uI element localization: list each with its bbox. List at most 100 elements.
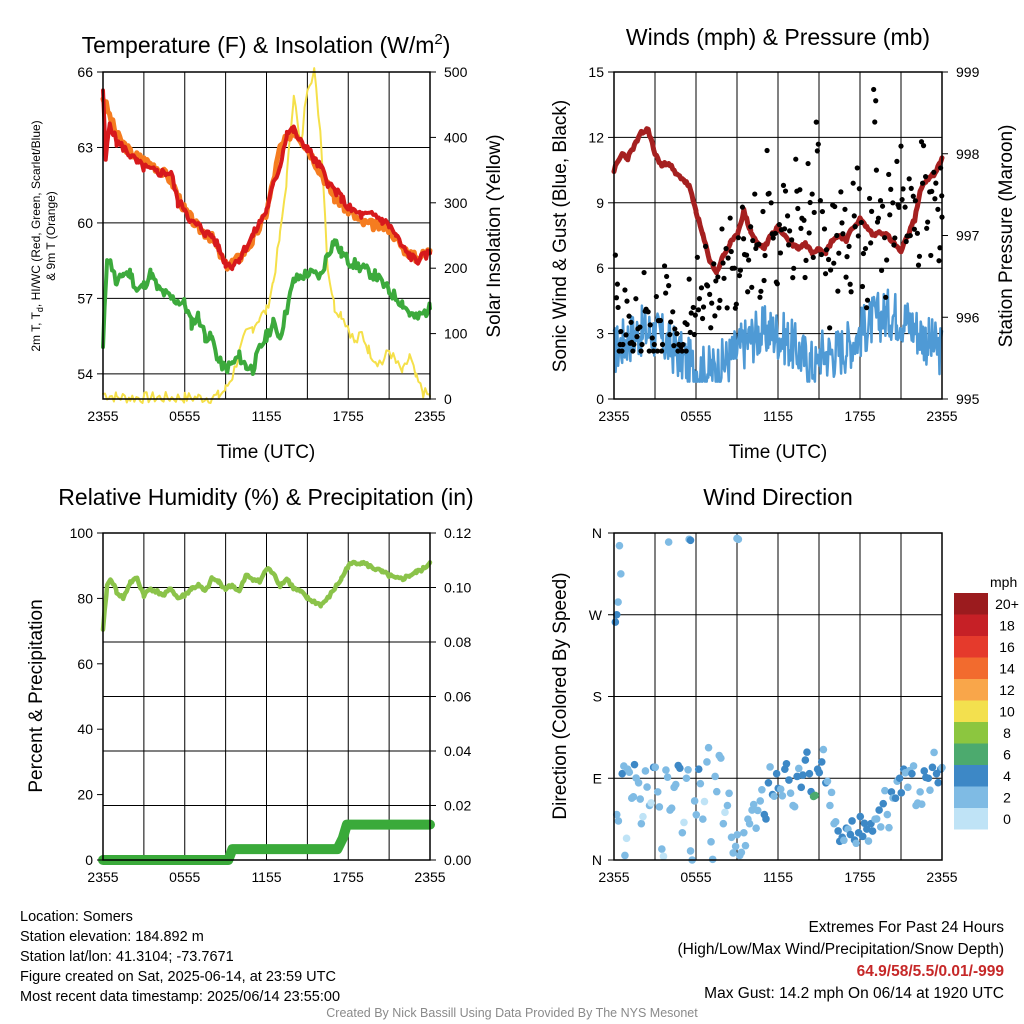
direction-point [753, 806, 762, 815]
gust-point [724, 305, 730, 311]
gust-point [802, 274, 808, 281]
direction-point [727, 833, 736, 842]
direction-point [909, 762, 918, 770]
gust-point [890, 200, 896, 206]
direction-point [823, 777, 832, 786]
gust-point [694, 254, 700, 260]
direction-point [858, 832, 867, 841]
direction-point [790, 802, 799, 811]
y2-tick-label: 999 [956, 64, 980, 80]
gust-point [623, 332, 629, 338]
gust-point [879, 203, 886, 209]
gust-point [789, 237, 795, 243]
direction-point [745, 819, 754, 828]
wind-panel: Winds (mph) & Pressure (mb) 2355 0555 1155… [550, 24, 1017, 463]
direction-point [740, 828, 748, 837]
y-tick-label: 57 [77, 290, 93, 306]
gust-point [855, 233, 861, 239]
gust-point [618, 328, 624, 335]
gust-point [882, 235, 888, 241]
gust-point [803, 257, 809, 263]
direction-point [801, 756, 810, 764]
direction-point [694, 765, 703, 773]
direction-point [653, 788, 662, 796]
gust-point [749, 284, 755, 290]
legend-swatch [954, 765, 988, 787]
y2-tick-label: 997 [956, 228, 980, 244]
direction-point [749, 800, 758, 809]
rh-title: Relative Humidity (%) & Precipitation (i… [58, 484, 473, 510]
gust-point [923, 174, 929, 180]
gust-point [770, 235, 776, 241]
gust-point [637, 324, 643, 330]
direction-point [647, 799, 655, 807]
direction-point [770, 792, 778, 801]
x-tick-label: 2355 [598, 408, 629, 424]
gust-point [895, 202, 901, 208]
gust-point [746, 257, 752, 263]
y-tick-label: 3 [596, 326, 604, 342]
direction-point [636, 795, 645, 803]
y2-tick-label: 0.02 [444, 798, 471, 814]
gust-point [639, 341, 645, 348]
direction-point [671, 780, 680, 789]
gust-point [721, 275, 727, 281]
direction-point [678, 828, 687, 837]
gust-point [838, 189, 844, 195]
legend-swatch [954, 743, 988, 765]
gust-point [815, 141, 821, 147]
dir-title: Wind Direction [703, 484, 853, 510]
gust-point [931, 169, 937, 175]
legend-swatch [954, 808, 988, 830]
gust-point [661, 263, 668, 269]
gust-point [868, 240, 874, 246]
direction-point [704, 743, 713, 752]
direction-point [891, 794, 900, 803]
x-tick-label: 1755 [333, 869, 364, 885]
gust-point [691, 331, 697, 338]
gust-point [768, 200, 774, 206]
legend-label: 0 [1003, 811, 1011, 827]
gust-point [715, 274, 721, 280]
gust-point [839, 220, 845, 226]
gust-point [809, 191, 815, 197]
y-tick-label: 63 [77, 139, 93, 155]
gust-point [657, 317, 664, 324]
gust-point [859, 283, 866, 290]
x-tick-label: 2355 [414, 869, 445, 885]
gust-point [674, 331, 680, 337]
direction-point [817, 758, 826, 766]
gust-point [695, 307, 702, 313]
direction-point [782, 759, 791, 768]
y2-tick-label: 500 [444, 64, 468, 80]
gust-point [801, 217, 807, 223]
gust-point [702, 243, 709, 249]
gust-point [852, 224, 858, 230]
direction-point [752, 824, 760, 833]
direction-point [895, 774, 904, 783]
gust-point [753, 245, 759, 251]
y-tick-label: 40 [77, 721, 93, 737]
gust-point [782, 188, 789, 194]
station-info: Location: Somers Station elevation: 184.… [20, 907, 340, 1007]
gust-point [725, 255, 731, 261]
legend-label: 12 [999, 682, 1015, 698]
temp-xlabel: Time (UTC) [217, 442, 316, 463]
gust-point [887, 212, 893, 218]
temp-ylabel-left-2: & 9m T (Orange) [44, 191, 58, 281]
y2-tick-label: 0.00 [444, 852, 471, 868]
gust-point [736, 272, 743, 279]
direction-point [723, 801, 732, 810]
direction-point [756, 797, 765, 805]
direction-point [846, 830, 855, 839]
direction-point [641, 767, 650, 775]
gust-point [886, 171, 892, 178]
direction-point [621, 851, 629, 860]
gust-point [784, 213, 791, 219]
gust-point [805, 160, 811, 167]
gust-point [910, 193, 916, 199]
gust-point [863, 305, 870, 311]
x-tick-label: 1155 [251, 408, 281, 424]
y-tick-label: 60 [77, 656, 93, 672]
temp-grid [103, 72, 430, 399]
